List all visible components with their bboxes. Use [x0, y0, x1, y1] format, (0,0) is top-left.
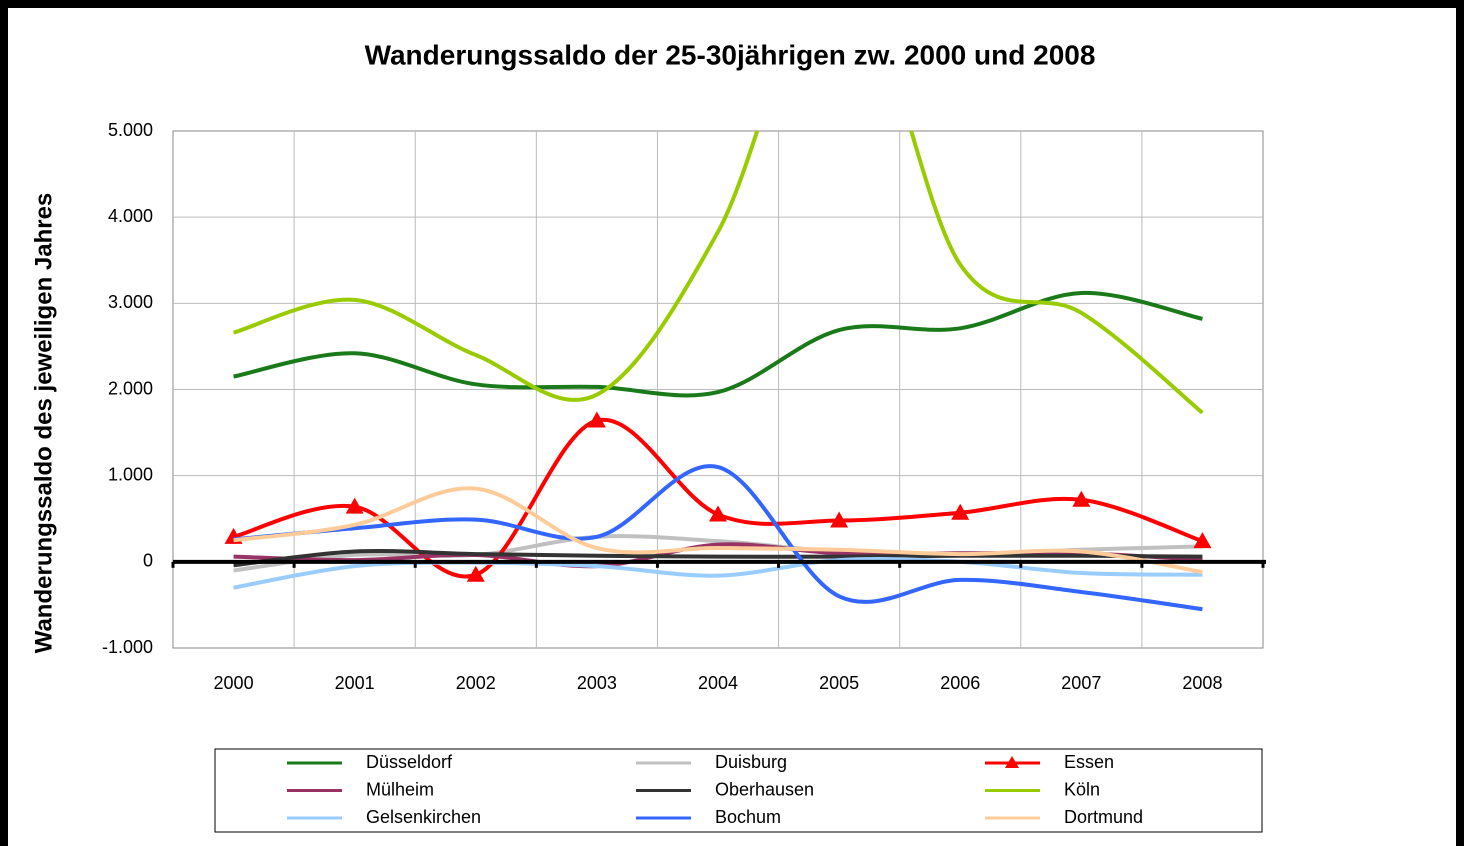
marker [466, 565, 485, 582]
y-tick-label: 0 [143, 551, 153, 571]
marker [1072, 490, 1091, 507]
legend-label: Köln [1064, 779, 1100, 799]
legend-marker [1005, 756, 1019, 768]
legend-label: Düsseldorf [366, 752, 453, 772]
legend-box [214, 748, 1263, 833]
chart-title: Wanderungssaldo der 25-30jährigen zw. 20… [365, 39, 1096, 70]
legend-label: Duisburg [715, 752, 787, 772]
y-axis-label: Wanderungssaldo des jeweiligen Jahres [30, 193, 57, 654]
legend-label: Gelsenkirchen [366, 807, 481, 827]
series-line [233, 131, 1204, 415]
marker [951, 503, 970, 520]
x-tick-label: 2007 [1061, 673, 1101, 693]
marker [587, 411, 606, 428]
series-line [233, 464, 1203, 612]
legend-label: Oberhausen [715, 779, 814, 799]
marker [345, 497, 364, 514]
x-tick-label: 2008 [1182, 673, 1222, 693]
x-tick-label: 2003 [577, 673, 617, 693]
y-tick-label: 1.000 [108, 464, 153, 484]
series-line [233, 417, 1204, 579]
x-tick-label: 2002 [456, 673, 496, 693]
y-tick-label: 5.000 [108, 120, 153, 140]
x-tick-label: 2000 [214, 673, 254, 693]
y-tick-label: 2.000 [108, 378, 153, 398]
x-tick-label: 2006 [940, 673, 980, 693]
marker [1193, 532, 1212, 549]
y-tick-label: -1.000 [102, 637, 153, 657]
series-line [233, 290, 1203, 398]
y-tick-label: 3.000 [108, 292, 153, 312]
y-tick-label: 4.000 [108, 206, 153, 226]
legend-label: Essen [1064, 752, 1114, 772]
legend-label: Mülheim [366, 779, 434, 799]
marker [830, 511, 849, 528]
x-tick-label: 2001 [335, 673, 375, 693]
x-tick-label: 2004 [698, 673, 738, 693]
series-line [233, 548, 1203, 568]
x-tick-label: 2005 [819, 673, 859, 693]
legend-label: Bochum [715, 807, 781, 827]
marker [709, 505, 727, 522]
legend-label: Dortmund [1064, 807, 1143, 827]
series-line [233, 486, 1203, 575]
